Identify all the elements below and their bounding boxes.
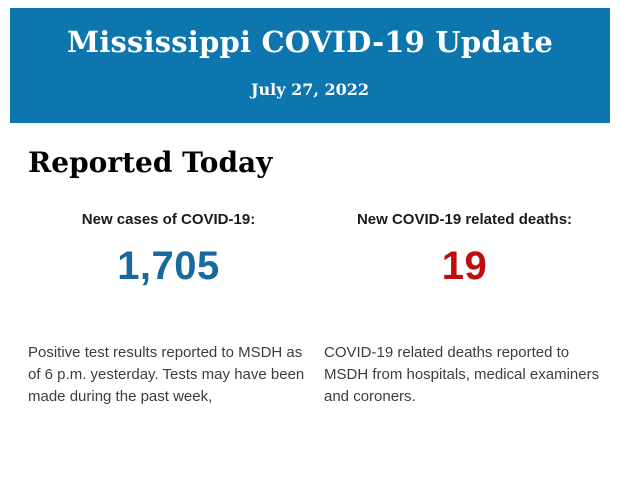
stat-card-new-deaths: New COVID-19 related deaths: 19 COVID-19… [324,210,605,408]
section-heading-reported-today: Reported Today [28,146,273,179]
page-title: Mississippi COVID-19 Update [66,25,554,59]
covid-update-page: Mississippi COVID-19 Update July 27, 202… [0,8,620,483]
new-cases-value: 1,705 [117,244,220,288]
new-cases-description: Positive test results reported to MSDH a… [28,344,305,405]
new-deaths-description: COVID-19 related deaths reported to MSDH… [324,344,600,405]
new-deaths-value: 19 [441,244,488,288]
stats-row: New cases of COVID-19: 1,705 Positive te… [28,210,605,408]
report-date: July 27, 2022 [250,80,370,99]
stat-card-new-cases: New cases of COVID-19: 1,705 Positive te… [28,210,309,408]
new-deaths-label: New COVID-19 related deaths: [356,211,573,228]
new-cases-label: New cases of COVID-19: [81,211,256,228]
header-banner: Mississippi COVID-19 Update July 27, 202… [10,8,610,123]
